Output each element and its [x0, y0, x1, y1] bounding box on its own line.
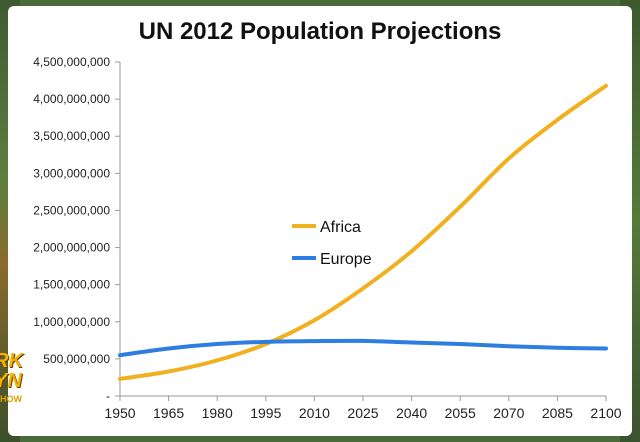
x-tick-label: 1965 [153, 405, 184, 421]
y-tick-label: 3,000,000,000 [33, 166, 110, 180]
x-tick-label: 2025 [347, 405, 378, 421]
y-tick-label: - [106, 389, 110, 403]
logo-text-line1: RK [0, 350, 23, 372]
line-chart: - 500,000,000 1,000,000,000 1,500,000,000 2,… [33, 55, 622, 421]
y-tick-label: 4,000,000,000 [33, 92, 110, 106]
chart-panel: UN 2012 Population Projections - 500,000,… [8, 6, 632, 436]
x-tick-label: 2100 [590, 405, 621, 421]
logo-text-line3: SHOW [0, 394, 22, 404]
y-tick-label: 500,000,000 [43, 352, 110, 366]
y-tick-label: 1,500,000,000 [33, 278, 110, 292]
legend-label-africa: Africa [320, 219, 361, 236]
chart-title: UN 2012 Population Projections [138, 18, 502, 45]
x-tick-label: 2010 [299, 405, 330, 421]
series-line-europe [118, 338, 608, 358]
y-tick-label: 4,500,000,000 [33, 55, 110, 69]
x-tick-label: 2055 [445, 405, 476, 421]
x-tick-label: 1950 [104, 405, 135, 421]
x-tick-label: 2085 [542, 405, 573, 421]
y-tick-label: 2,500,000,000 [33, 203, 110, 217]
x-tick-label: 1980 [202, 405, 233, 421]
x-tick-label: 2070 [493, 405, 524, 421]
logo-text-line2: YN [0, 370, 22, 392]
series-line-africa [118, 83, 608, 381]
x-tick-label: 1995 [250, 405, 281, 421]
y-tick-label: 2,000,000,000 [33, 241, 110, 255]
y-tick-label: 3,500,000,000 [33, 129, 110, 143]
legend-label-europe: Europe [320, 251, 372, 268]
y-tick-label: 1,000,000,000 [33, 315, 110, 329]
x-tick-label: 2040 [396, 405, 427, 421]
show-logo: RK YN SHOW [0, 350, 40, 410]
